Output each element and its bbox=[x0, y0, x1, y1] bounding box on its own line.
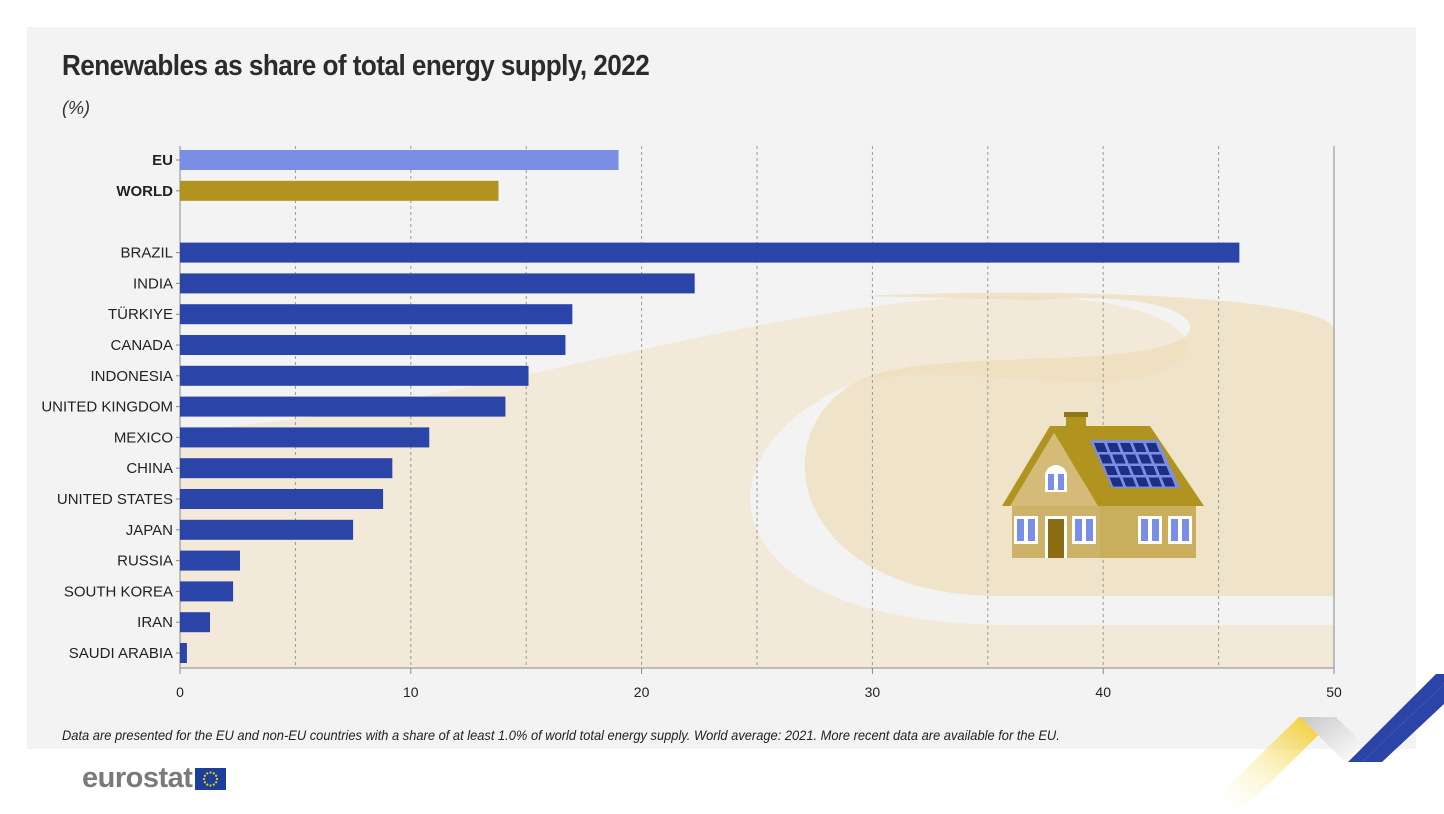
x-tick-label: 30 bbox=[865, 684, 881, 700]
category-label-mexico: MEXICO bbox=[114, 429, 173, 446]
x-tick-label: 40 bbox=[1095, 684, 1111, 700]
solar-cell bbox=[1112, 454, 1126, 464]
solar-cell bbox=[1146, 443, 1160, 452]
bar-united-kingdom bbox=[180, 396, 506, 417]
window-pane bbox=[1017, 519, 1024, 541]
solar-cell bbox=[1120, 443, 1134, 452]
solar-cell bbox=[1094, 443, 1108, 452]
bar-mexico bbox=[180, 427, 430, 448]
window-pane bbox=[1152, 519, 1159, 541]
bar-japan bbox=[180, 519, 354, 540]
x-tick-label: 20 bbox=[634, 684, 650, 700]
solar-cell bbox=[1125, 454, 1139, 464]
chart-title: Renewables as share of total energy supp… bbox=[62, 50, 650, 82]
category-label-united-states: UNITED STATES bbox=[57, 491, 173, 508]
category-label-indonesia: INDONESIA bbox=[90, 368, 173, 385]
window-pane bbox=[1028, 519, 1035, 541]
window-pane bbox=[1086, 519, 1093, 541]
window-pane bbox=[1182, 519, 1189, 541]
bar-india bbox=[180, 273, 695, 294]
bar-t-rkiye bbox=[180, 304, 573, 325]
solar-cell bbox=[1109, 477, 1124, 487]
bars bbox=[180, 150, 1240, 663]
solar-cell bbox=[1161, 477, 1176, 487]
chimney-cap bbox=[1064, 412, 1088, 417]
bar-world bbox=[180, 180, 499, 201]
category-label-canada: CANADA bbox=[110, 337, 173, 354]
bar-china bbox=[180, 458, 393, 479]
bar-south-korea bbox=[180, 581, 234, 602]
bar-canada bbox=[180, 335, 566, 355]
corner-decoration-icon bbox=[1204, 674, 1444, 810]
eurostat-logo: eurostat bbox=[82, 762, 227, 795]
house-roof-edge bbox=[1002, 426, 1058, 506]
x-tick-labels: 0 10 20 30 40 50 bbox=[176, 684, 1342, 700]
window-pane bbox=[1058, 474, 1064, 490]
solar-cell bbox=[1135, 477, 1150, 487]
bar-eu bbox=[180, 150, 619, 170]
bar-russia bbox=[180, 550, 241, 571]
solar-cell bbox=[1104, 466, 1118, 475]
category-label-eu: EU bbox=[152, 152, 173, 169]
house-gable bbox=[1002, 426, 1098, 506]
solar-cell bbox=[1133, 443, 1147, 452]
unit-label: (%) bbox=[62, 98, 90, 118]
category-label-iran: IRAN bbox=[137, 614, 173, 631]
category-labels: EU WORLD BRAZIL INDIA TÜRKIYE CANADA INDONESIA… bbox=[41, 152, 173, 662]
solar-cell bbox=[1138, 454, 1152, 464]
x-tick-label: 50 bbox=[1326, 684, 1342, 700]
eu-flag-icon bbox=[195, 767, 227, 790]
bar-saudi-arabia bbox=[180, 643, 187, 663]
category-label-brazil: BRAZIL bbox=[120, 245, 173, 262]
bar-brazil bbox=[180, 242, 1240, 263]
solar-cell bbox=[1117, 466, 1131, 475]
x-tick-label: 10 bbox=[403, 684, 419, 700]
bar-united-states bbox=[180, 489, 384, 509]
bar-indonesia bbox=[180, 365, 529, 386]
solar-cell bbox=[1143, 466, 1157, 475]
window-pane bbox=[1075, 519, 1082, 541]
category-label-russia: RUSSIA bbox=[117, 553, 173, 570]
category-label-world: WORLD bbox=[116, 183, 173, 200]
category-label-united-kingdom: UNITED KINGDOM bbox=[41, 399, 173, 416]
x-tick-label: 0 bbox=[176, 684, 184, 700]
solar-cell bbox=[1151, 454, 1165, 464]
category-label-saudi-arabia: SAUDI ARABIA bbox=[69, 645, 173, 662]
footnote: Data are presented for the EU and non-EU… bbox=[62, 727, 1060, 743]
window-pane bbox=[1048, 474, 1054, 490]
solar-cell bbox=[1148, 477, 1163, 487]
category-label-india: INDIA bbox=[133, 275, 173, 292]
house-solar-panel-icon bbox=[1002, 412, 1204, 558]
solar-cell bbox=[1130, 466, 1144, 475]
solar-cell bbox=[1122, 477, 1137, 487]
solar-cell bbox=[1156, 466, 1170, 475]
category-label-japan: JAPAN bbox=[126, 522, 173, 539]
solar-cell bbox=[1107, 443, 1121, 452]
door bbox=[1048, 519, 1064, 558]
window-pane bbox=[1171, 519, 1178, 541]
bar-iran bbox=[180, 612, 211, 633]
category-label-china: CHINA bbox=[126, 460, 173, 477]
window-pane bbox=[1141, 519, 1148, 541]
logo-text: eurostat bbox=[82, 762, 193, 794]
category-label-t-rkiye: TÜRKIYE bbox=[108, 305, 173, 323]
solar-cell bbox=[1099, 454, 1113, 464]
category-label-south-korea: SOUTH KOREA bbox=[64, 583, 173, 600]
chimney bbox=[1066, 414, 1086, 444]
